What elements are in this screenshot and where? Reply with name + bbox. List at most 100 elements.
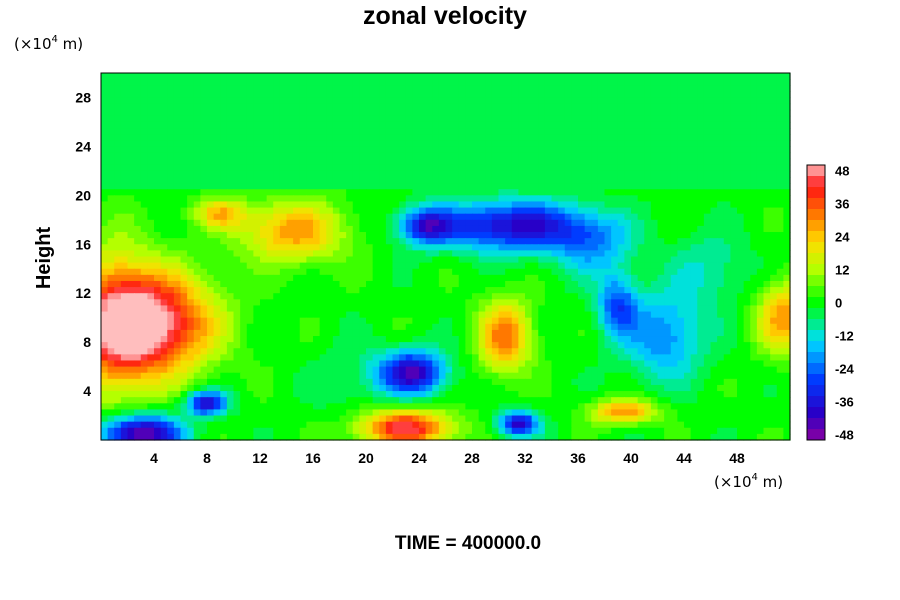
field-cell [326,79,334,86]
field-cell [240,146,248,154]
field-cell [445,287,453,294]
field-cell [213,164,221,172]
field-cell [511,250,519,258]
field-cell [147,183,155,190]
field-cell [379,250,387,258]
field-cell [140,262,148,270]
field-cell [207,152,215,160]
field-cell [220,225,228,233]
field-cell [485,238,493,245]
field-cell [127,195,135,203]
field-cell [783,232,791,239]
field-cell [399,287,407,294]
field-cell [743,354,751,362]
field-cell [200,176,208,184]
field-cell [346,329,354,337]
field-cell [246,299,254,307]
field-cell [525,256,533,264]
field-cell [756,280,765,288]
field-cell [253,140,261,147]
field-cell [226,256,235,264]
field-cell [339,109,347,117]
field-cell [617,293,625,300]
field-cell [279,158,288,166]
field-cell [379,238,387,245]
field-cell [564,262,572,270]
field-cell [372,256,380,264]
field-cell [677,115,685,123]
field-cell [154,195,162,203]
field-cell [505,91,513,99]
field-cell [498,342,506,349]
field-cell [472,336,480,343]
field-cell [677,232,685,239]
field-cell [140,115,148,123]
field-cell [743,164,751,172]
field-cell [293,152,301,160]
field-cell [332,128,341,135]
field-cell [611,329,619,337]
field-cell [697,299,705,307]
field-cell [160,287,168,294]
field-cell [703,268,712,276]
field-cell [392,109,400,117]
field-cell [478,207,486,215]
field-cell [346,262,354,270]
field-cell [167,79,175,86]
field-cell [584,317,592,325]
field-cell [770,238,778,245]
field-cell [697,152,705,160]
field-cell [472,250,480,258]
field-cell [505,274,513,282]
field-cell [114,73,122,80]
field-cell [173,268,182,276]
field-cell [154,79,162,86]
field-cell [743,201,751,209]
field-cell [597,97,606,105]
field-cell [637,79,645,86]
field-cell [319,299,327,307]
field-cell [339,354,347,362]
field-cell [743,225,751,233]
field-cell [631,158,639,166]
field-cell [730,348,738,355]
field-cell [279,280,288,288]
field-cell [717,268,725,276]
field-cell [650,256,659,264]
field-cell [405,134,413,141]
field-cell [372,134,380,141]
field-cell [432,189,440,196]
field-cell [412,73,420,80]
field-cell [392,256,400,264]
field-cell [690,336,698,343]
field-cell [770,299,778,307]
field-cell [756,323,765,331]
field-cell [226,183,235,190]
field-cell [339,201,347,209]
field-cell [392,219,400,227]
field-cell [147,189,155,196]
field-cell [452,274,460,282]
field-cell [140,103,148,111]
field-cell [313,348,321,355]
field-cell [783,189,791,196]
field-cell [717,342,725,349]
field-cell [127,317,135,325]
field-cell [624,115,632,123]
field-cell [723,121,731,129]
field-cell [180,115,188,123]
field-cell [220,342,228,349]
field-cell [385,146,394,154]
field-cell [697,360,705,368]
field-cell [366,232,374,239]
field-cell [286,238,294,245]
field-cell [372,152,380,160]
field-cell [611,79,619,86]
field-cell [458,244,466,251]
field-cell [412,140,420,147]
field-cell [465,170,473,178]
field-cell [564,311,572,319]
field-cell [260,268,268,276]
field-cell [392,317,400,325]
field-cell [260,225,268,233]
